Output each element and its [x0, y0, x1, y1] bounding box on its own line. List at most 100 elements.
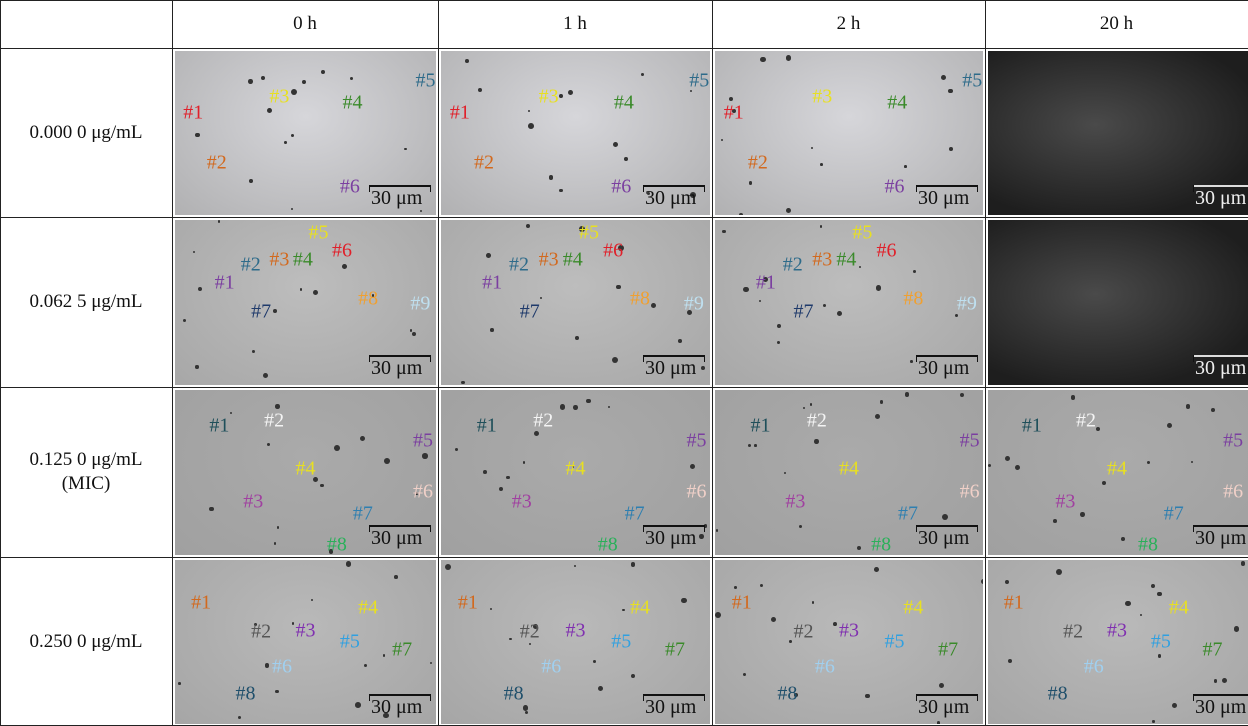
particle [789, 640, 792, 643]
column-header: 20 h [985, 0, 1248, 48]
particle [384, 458, 390, 464]
column-header: 1 h [438, 0, 712, 48]
micrograph: #1#2#3#4#5#6#7#830 μm [441, 390, 710, 555]
particle [612, 357, 618, 363]
particle [183, 319, 186, 322]
particle [506, 476, 509, 479]
particle [1234, 626, 1239, 631]
cell-marker: #6 [611, 176, 631, 199]
table-rule [0, 0, 1248, 1]
particle [715, 612, 721, 618]
cell-marker: #5 [1223, 430, 1243, 453]
particle [302, 80, 306, 84]
cell-marker: #2 [474, 151, 494, 174]
particle [195, 133, 200, 138]
cell-marker: #8 [777, 683, 797, 706]
particle [716, 529, 719, 532]
micrograph: #1#2#3#4#5#6#7#830 μm [715, 560, 983, 724]
cell-marker: #7 [1164, 502, 1184, 525]
particle [238, 716, 241, 719]
particle [837, 311, 842, 316]
particle [981, 579, 983, 584]
cell-marker: #2 [520, 621, 540, 644]
particle [721, 139, 723, 141]
particle [875, 414, 881, 420]
cell-marker: #6 [1084, 655, 1104, 678]
micrograph: #1#2#3#4#5#630 μm [441, 51, 710, 215]
particle [478, 88, 483, 93]
cell-marker: #3 [812, 248, 832, 271]
cell-marker: #7 [665, 639, 685, 662]
particle [342, 264, 347, 269]
row-label-line: (MIC) [62, 472, 111, 496]
particle [321, 70, 325, 74]
cell-marker: #3 [539, 85, 559, 108]
cell-marker: #3 [539, 248, 559, 271]
particle [734, 586, 737, 589]
cell-marker: #8 [598, 534, 618, 555]
particle [739, 213, 743, 215]
particle [311, 599, 313, 601]
particle [722, 230, 725, 233]
cell-marker: #4 [839, 458, 859, 481]
cell-marker: #6 [1223, 481, 1243, 504]
cell-marker: #1 [209, 415, 229, 438]
particle [865, 694, 870, 699]
particle [404, 148, 406, 150]
cell-marker: #3 [785, 491, 805, 514]
particle [261, 76, 265, 80]
micrograph: #1#2#3#4#5#630 μm [715, 51, 983, 215]
cell-marker: #6 [687, 481, 707, 504]
particle [743, 673, 746, 676]
cell-marker: #2 [251, 621, 271, 644]
micrograph: #1#2#3#4#5#6#7#8#930 μm [175, 220, 436, 385]
row-label-line: 0.000 0 μg/mL [29, 121, 142, 145]
cell-marker: #4 [630, 596, 650, 619]
micrograph: #1#2#3#4#5#6#7#830 μm [715, 390, 983, 555]
particle [178, 682, 181, 685]
particle [759, 300, 761, 302]
particle [904, 165, 907, 168]
particle [1056, 569, 1062, 575]
cell-marker: #1 [450, 102, 470, 125]
table-rule [0, 0, 1, 726]
cell-marker: #4 [358, 596, 378, 619]
particle [1121, 537, 1125, 541]
particle [859, 266, 861, 268]
table-rule [0, 217, 1248, 218]
particle [499, 487, 503, 491]
cell-marker: #5 [687, 430, 707, 453]
particle [820, 163, 823, 166]
particle [616, 285, 620, 289]
particle [598, 686, 603, 691]
particle [913, 270, 916, 273]
particle [300, 288, 302, 290]
particle [1151, 584, 1155, 588]
particle [540, 297, 542, 299]
particle [942, 514, 948, 520]
particle [651, 303, 656, 308]
particle [528, 110, 530, 112]
particle [445, 564, 451, 570]
particle [948, 89, 953, 94]
particle [631, 562, 636, 567]
particle [560, 404, 565, 409]
particle [273, 309, 277, 313]
particle [252, 350, 255, 353]
particle [465, 59, 469, 63]
particle [420, 210, 422, 212]
table-rule [438, 0, 439, 726]
cell-marker: #4 [293, 248, 313, 271]
particle [209, 507, 213, 511]
cell-marker: #8 [358, 288, 378, 311]
cell-marker: #5 [689, 69, 709, 92]
cell-marker: #6 [340, 176, 360, 199]
particle [760, 57, 765, 62]
particle [748, 444, 751, 447]
figure: 0 h1 h2 h20 h0.000 0 μg/mL#1#2#3#4#5#630… [0, 0, 1248, 726]
cell-marker: #2 [264, 410, 284, 433]
particle [263, 373, 268, 378]
cell-marker: #8 [871, 534, 891, 555]
cell-marker: #7 [353, 502, 373, 525]
particle [526, 224, 530, 228]
